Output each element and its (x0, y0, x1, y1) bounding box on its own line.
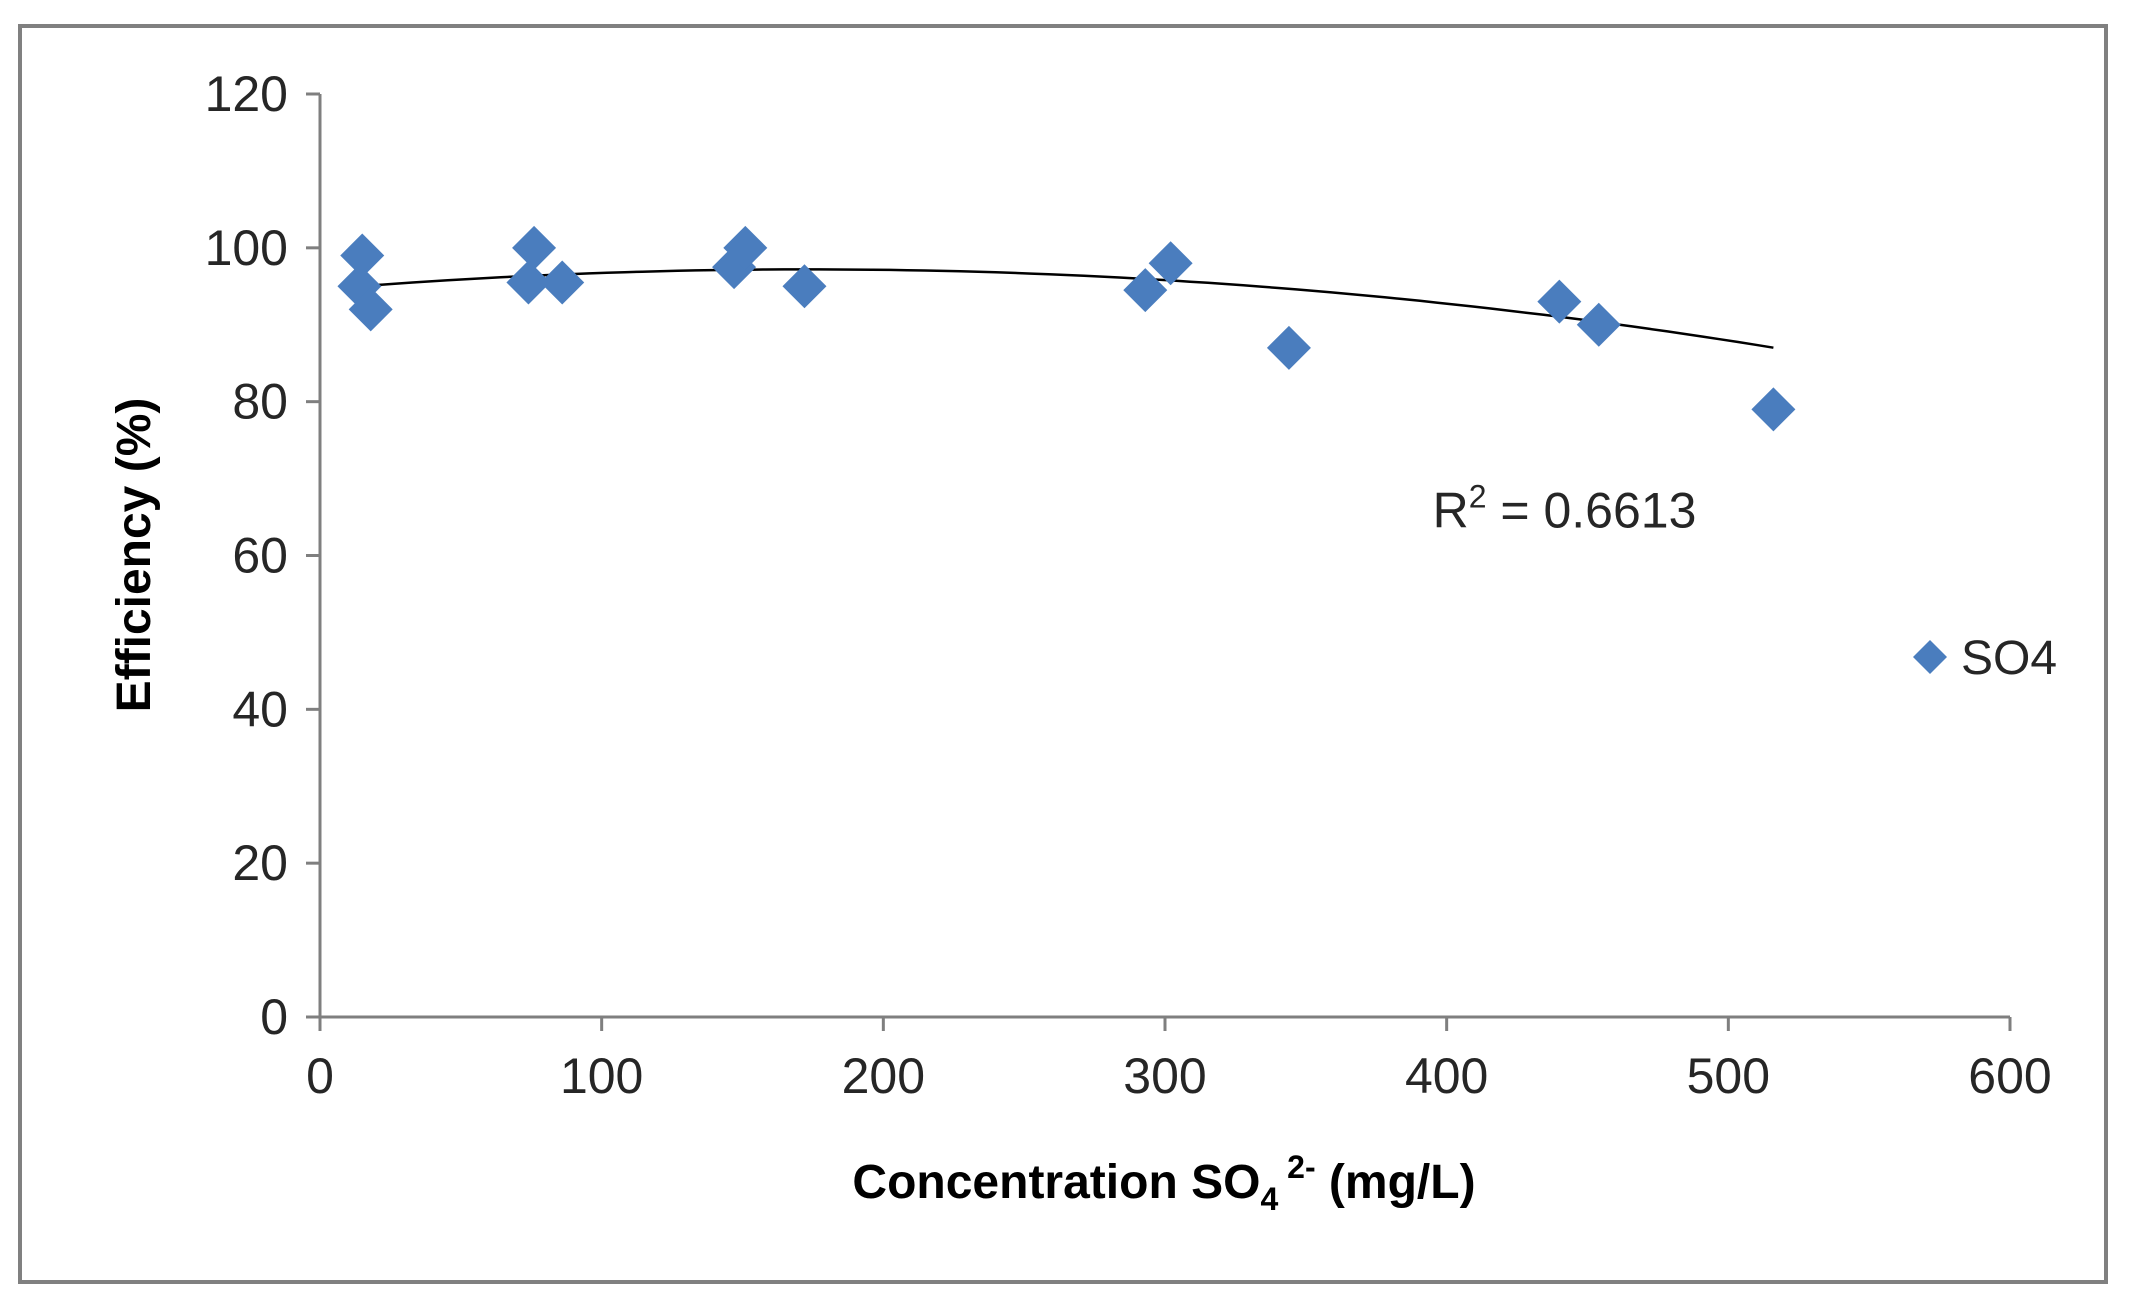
x-tick-label: 100 (560, 1048, 643, 1104)
y-tick-label: 80 (232, 374, 288, 430)
data-points (337, 225, 1796, 432)
r-squared-superscript: 2 (1469, 478, 1487, 514)
trendline-group (359, 268, 1774, 349)
axes: 0 20 40 60 80 100 120 0 100 200 300 400 500 600 (205, 66, 2052, 1104)
data-point (348, 287, 393, 332)
y-tick-label: 0 (260, 989, 288, 1045)
x-tick-label: 0 (306, 1048, 334, 1104)
x-axis-title-sub: 4 (1260, 1181, 1278, 1217)
legend-marker-diamond (1913, 640, 1947, 674)
data-point (1148, 241, 1193, 286)
x-tick-label: 600 (1968, 1048, 2051, 1104)
trendline (359, 268, 1774, 349)
y-tick-label: 100 (205, 220, 288, 276)
x-tick-label: 200 (842, 1048, 925, 1104)
data-point (540, 260, 585, 305)
data-point (340, 233, 385, 278)
y-axis-title: Efficiency (%) (108, 398, 161, 713)
data-point (723, 225, 768, 270)
y-tick-label: 40 (232, 681, 288, 737)
data-point (1537, 279, 1582, 324)
y-tick-label: 120 (205, 66, 288, 122)
r-squared-annotation: R2 = 0.6613 (1433, 478, 1697, 538)
x-axis-title: Concentration SO4 2- (mg/L) (852, 1149, 1475, 1217)
chart-frame (18, 24, 2108, 1284)
data-point (1576, 302, 1621, 347)
r-squared-value: = 0.6613 (1486, 482, 1696, 538)
data-point (506, 260, 551, 305)
legend: SO4 (1913, 632, 2057, 685)
legend-label: SO4 (1961, 632, 2057, 685)
data-point (782, 264, 827, 309)
data-point (512, 225, 557, 270)
x-tick-label: 300 (1123, 1048, 1206, 1104)
y-tick-label: 60 (232, 528, 288, 584)
data-point (1266, 325, 1311, 370)
x-axis-title-unit: (mg/L) (1316, 1156, 1476, 1209)
r-squared-letter: R (1433, 482, 1469, 538)
data-point (1123, 268, 1168, 313)
x-tick-label: 400 (1405, 1048, 1488, 1104)
y-tick-label: 20 (232, 835, 288, 891)
data-point (1751, 387, 1796, 432)
x-axis-title-main: Concentration SO (852, 1156, 1260, 1209)
x-tick-label: 500 (1687, 1048, 1770, 1104)
x-axis-title-sup: 2- (1278, 1149, 1315, 1185)
